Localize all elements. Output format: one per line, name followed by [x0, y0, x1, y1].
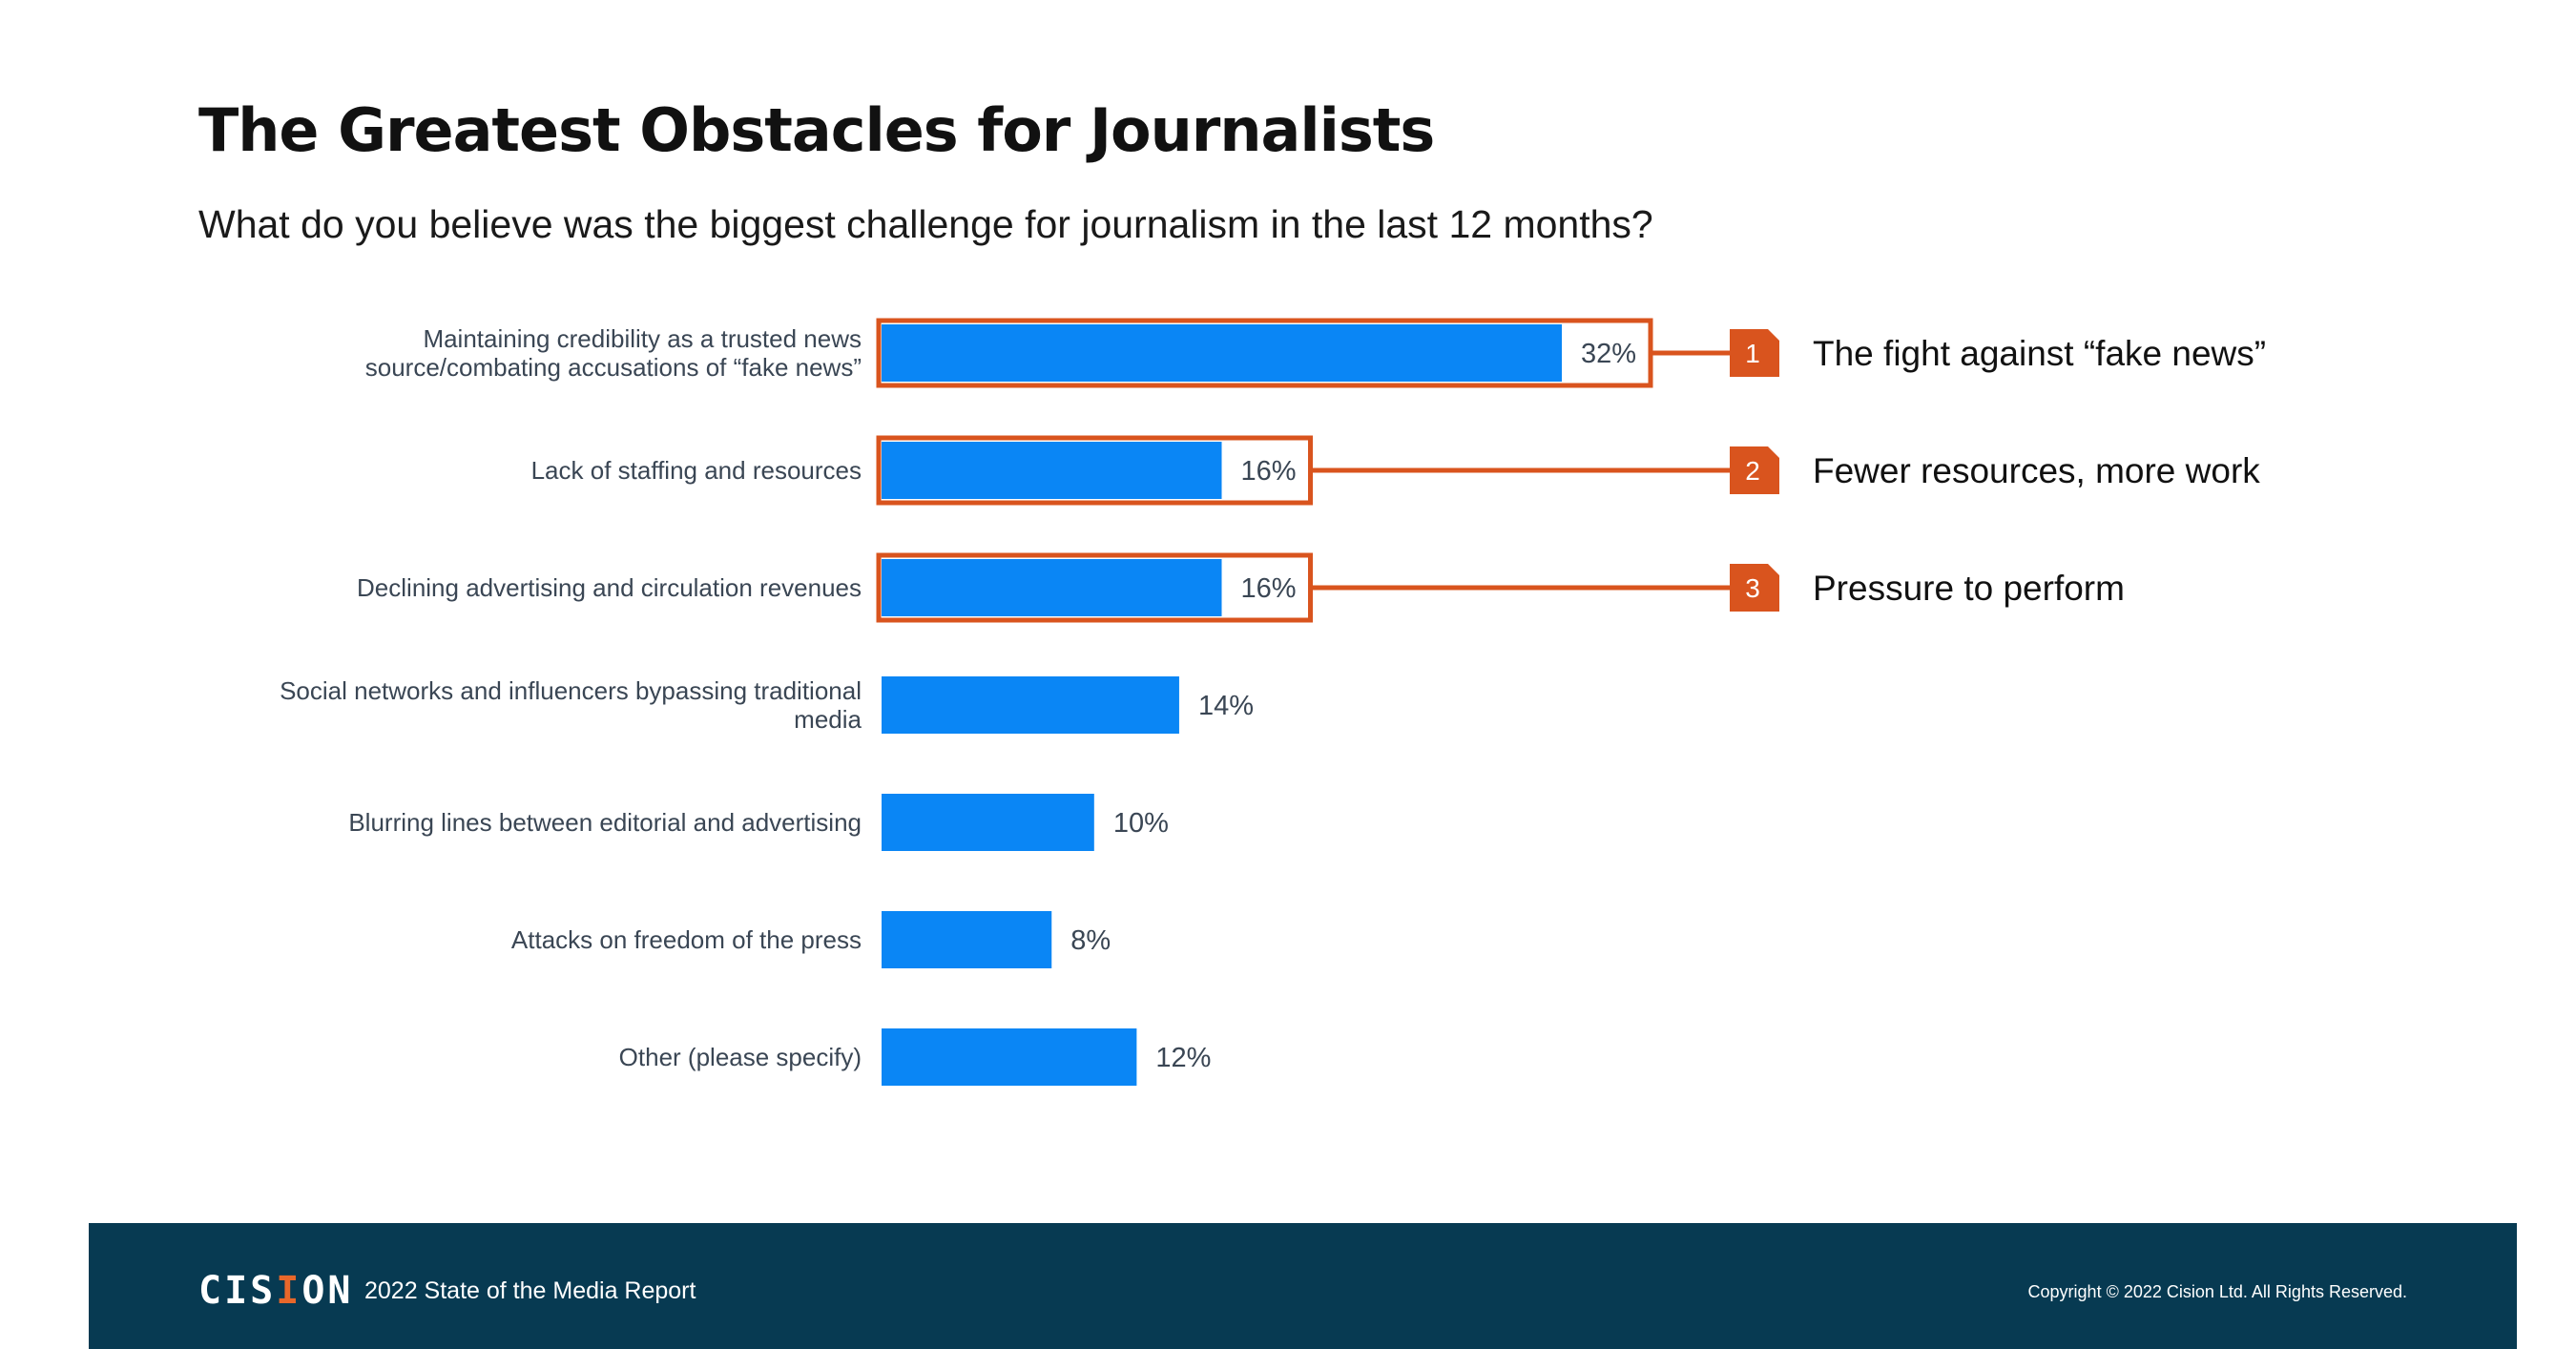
callout-text: Fewer resources, more work: [1813, 451, 2260, 490]
value-label: 10%: [1113, 808, 1169, 839]
callout-text: Pressure to perform: [1813, 569, 2125, 608]
value-label: 16%: [1241, 573, 1297, 604]
rank-number: 2: [1745, 456, 1760, 486]
page-subtitle: What do you believe was the biggest chal…: [198, 202, 1653, 246]
category-label: media: [794, 705, 862, 734]
category-label: Declining advertising and circulation re…: [357, 573, 862, 602]
value-label: 12%: [1155, 1043, 1211, 1073]
page-title: The Greatest Obstacles for Journalists: [198, 95, 1435, 165]
category-label: Attacks on freedom of the press: [511, 925, 862, 954]
callout-text: The fight against “fake news”: [1813, 334, 2266, 373]
rank-badge: [1730, 446, 1779, 494]
value-label: 32%: [1581, 339, 1636, 369]
bar: [882, 442, 1222, 499]
bar: [882, 559, 1222, 616]
rank-number: 3: [1745, 573, 1760, 603]
bar: [882, 676, 1179, 734]
category-label: Other (please specify): [619, 1043, 862, 1071]
bar: [882, 794, 1094, 851]
category-label: source/combating accusations of “fake ne…: [365, 353, 862, 382]
report-name: 2022 State of the Media Report: [364, 1277, 696, 1304]
copyright-text: Copyright © 2022 Cision Ltd. All Rights …: [2027, 1282, 2407, 1301]
category-label: Lack of staffing and resources: [531, 456, 862, 485]
bar: [882, 1028, 1137, 1086]
footer-bar: CISION 2022 State of the Media Report Co…: [89, 1223, 2517, 1349]
category-label: Social networks and influencers bypassin…: [280, 676, 862, 705]
bar-chart: Maintaining credibility as a trusted new…: [280, 318, 2266, 1086]
value-label: 14%: [1198, 691, 1254, 721]
bar: [882, 324, 1562, 382]
category-label: Maintaining credibility as a trusted new…: [423, 324, 862, 353]
value-label: 8%: [1070, 925, 1111, 956]
rank-badge: [1730, 329, 1779, 377]
rank-badge: [1730, 564, 1779, 612]
cision-logo: CISION: [198, 1269, 354, 1313]
rank-number: 1: [1745, 339, 1760, 368]
value-label: 16%: [1241, 456, 1297, 487]
category-label: Blurring lines between editorial and adv…: [348, 808, 862, 837]
bar: [882, 911, 1052, 968]
